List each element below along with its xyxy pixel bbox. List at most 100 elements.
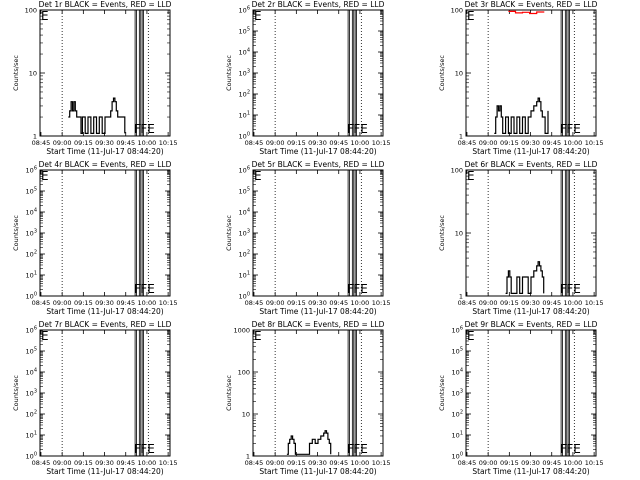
y-tick-exponent: 0 bbox=[247, 132, 250, 138]
y-tick-label: 105 bbox=[26, 187, 37, 196]
y-tick-label: 106 bbox=[26, 326, 37, 335]
flag-label-f: F bbox=[347, 122, 354, 136]
x-tick-label: 10:15 bbox=[585, 139, 604, 147]
x-tick-label: 09:00 bbox=[479, 139, 498, 147]
panel-title: Det 4r BLACK = Events, RED = LLD bbox=[39, 160, 172, 169]
y-tick-label: 102 bbox=[239, 250, 250, 259]
lld-rate-series bbox=[508, 10, 545, 15]
x-tick-label: 09:15 bbox=[74, 459, 93, 467]
x-tick-label: 09:30 bbox=[308, 299, 327, 307]
x-tick-label: 09:45 bbox=[116, 139, 135, 147]
y-tick-exponent: 4 bbox=[247, 48, 250, 54]
flag-label-start: E bbox=[467, 329, 475, 343]
y-tick-exponent: 3 bbox=[34, 389, 37, 395]
plot-frame bbox=[39, 169, 171, 297]
y-tick-exponent: 0 bbox=[34, 292, 37, 298]
flag-label-fe: FE bbox=[140, 122, 154, 136]
y-tick-label: 103 bbox=[26, 389, 37, 398]
y-tick-label: 101 bbox=[26, 431, 37, 440]
y-tick-label: 100 bbox=[451, 167, 463, 175]
y-axis-label: Counts/sec bbox=[438, 215, 446, 251]
y-axis-label: Counts/sec bbox=[12, 55, 20, 91]
detector-panel-5: Det 5r BLACK = Events, RED = LLD Counts/s… bbox=[225, 160, 390, 316]
flag-label-f: F bbox=[134, 122, 141, 136]
x-tick-label: 09:30 bbox=[95, 459, 114, 467]
y-tick-exponent: 5 bbox=[34, 347, 37, 353]
y-tick-label: 101 bbox=[239, 271, 250, 280]
y-axis-label: Counts/sec bbox=[12, 215, 20, 251]
y-axis-label: Counts/sec bbox=[225, 215, 233, 251]
x-tick-label: 10:00 bbox=[351, 139, 370, 147]
y-tick-exponent: 1 bbox=[34, 431, 37, 437]
detector-panel-2: Det 2r BLACK = Events, RED = LLD Counts/s… bbox=[225, 0, 390, 156]
y-tick-label: 100 bbox=[239, 132, 250, 141]
y-tick-label: 104 bbox=[239, 208, 250, 217]
x-axis-label: Start Time (11-Jul-17 08:44:20) bbox=[472, 467, 589, 476]
plot-frame bbox=[39, 9, 171, 137]
x-tick-label: 09:30 bbox=[521, 299, 540, 307]
panel-title: Det 2r BLACK = Events, RED = LLD bbox=[252, 0, 385, 9]
flag-label-fe: FE bbox=[353, 122, 367, 136]
plot-frame bbox=[39, 329, 171, 457]
x-tick-label: 09:30 bbox=[308, 459, 327, 467]
y-tick-exponent: 3 bbox=[247, 229, 250, 235]
y-tick-label: 10 bbox=[455, 230, 463, 238]
y-tick-exponent: 1 bbox=[247, 111, 250, 117]
x-tick-label: 08:45 bbox=[32, 459, 51, 467]
x-tick-label: 09:45 bbox=[329, 139, 348, 147]
flag-label-start: E bbox=[467, 169, 475, 183]
y-tick-label: 103 bbox=[26, 229, 37, 238]
x-tick-label: 10:15 bbox=[159, 299, 178, 307]
y-axis-label: Counts/sec bbox=[438, 55, 446, 91]
x-tick-label: 10:15 bbox=[372, 459, 391, 467]
x-axis-label: Start Time (11-Jul-17 08:44:20) bbox=[46, 467, 163, 476]
y-tick-exponent: 2 bbox=[34, 410, 37, 416]
y-tick-label: 103 bbox=[239, 69, 250, 78]
flag-label-start: E bbox=[41, 9, 49, 23]
y-tick-label: 101 bbox=[239, 111, 250, 120]
y-tick-label: 10 bbox=[242, 411, 250, 419]
x-tick-label: 09:30 bbox=[521, 459, 540, 467]
flag-label-f: F bbox=[134, 442, 141, 456]
x-tick-label: 09:00 bbox=[266, 459, 285, 467]
x-tick-label: 09:15 bbox=[500, 139, 519, 147]
x-tick-label: 09:30 bbox=[521, 139, 540, 147]
x-tick-label: 08:45 bbox=[32, 139, 51, 147]
y-tick-label: 10 bbox=[455, 70, 463, 78]
detector-panel-7: Det 7r BLACK = Events, RED = LLD Counts/s… bbox=[12, 320, 177, 476]
x-tick-label: 10:00 bbox=[138, 459, 157, 467]
x-tick-label: 08:45 bbox=[458, 459, 477, 467]
y-tick-exponent: 5 bbox=[247, 187, 250, 193]
x-tick-label: 09:45 bbox=[542, 139, 561, 147]
x-tick-label: 09:45 bbox=[542, 459, 561, 467]
x-tick-label: 09:00 bbox=[266, 139, 285, 147]
x-tick-label: 08:45 bbox=[245, 139, 264, 147]
detector-panel-6: Det 6r BLACK = Events, RED = LLD Counts/s… bbox=[438, 160, 603, 316]
plot-frame bbox=[252, 329, 384, 457]
x-tick-label: 09:00 bbox=[479, 299, 498, 307]
x-tick-label: 09:15 bbox=[287, 139, 306, 147]
flag-label-f: F bbox=[560, 282, 567, 296]
x-tick-label: 09:45 bbox=[329, 459, 348, 467]
flag-label-fe: FE bbox=[140, 442, 154, 456]
plot-frame bbox=[465, 9, 597, 137]
y-tick-label: 100 bbox=[451, 7, 463, 15]
y-tick-label: 100 bbox=[25, 7, 37, 15]
x-tick-label: 08:45 bbox=[32, 299, 51, 307]
plot-frame bbox=[252, 9, 384, 137]
x-tick-label: 09:00 bbox=[53, 459, 72, 467]
y-tick-label: 106 bbox=[452, 326, 463, 335]
flag-label-start: E bbox=[254, 9, 262, 23]
flag-label-f: F bbox=[560, 122, 567, 136]
flag-label-fe: FE bbox=[140, 282, 154, 296]
x-tick-label: 10:00 bbox=[138, 299, 157, 307]
y-tick-label: 102 bbox=[26, 250, 37, 259]
x-axis-label: Start Time (11-Jul-17 08:44:20) bbox=[472, 147, 589, 156]
detector-panel-9: Det 9r BLACK = Events, RED = LLD Counts/s… bbox=[438, 320, 603, 476]
y-tick-exponent: 3 bbox=[34, 229, 37, 235]
y-tick-label: 105 bbox=[239, 187, 250, 196]
x-tick-label: 09:45 bbox=[116, 299, 135, 307]
x-tick-label: 09:45 bbox=[116, 459, 135, 467]
x-tick-label: 10:15 bbox=[159, 139, 178, 147]
x-tick-label: 09:00 bbox=[53, 139, 72, 147]
